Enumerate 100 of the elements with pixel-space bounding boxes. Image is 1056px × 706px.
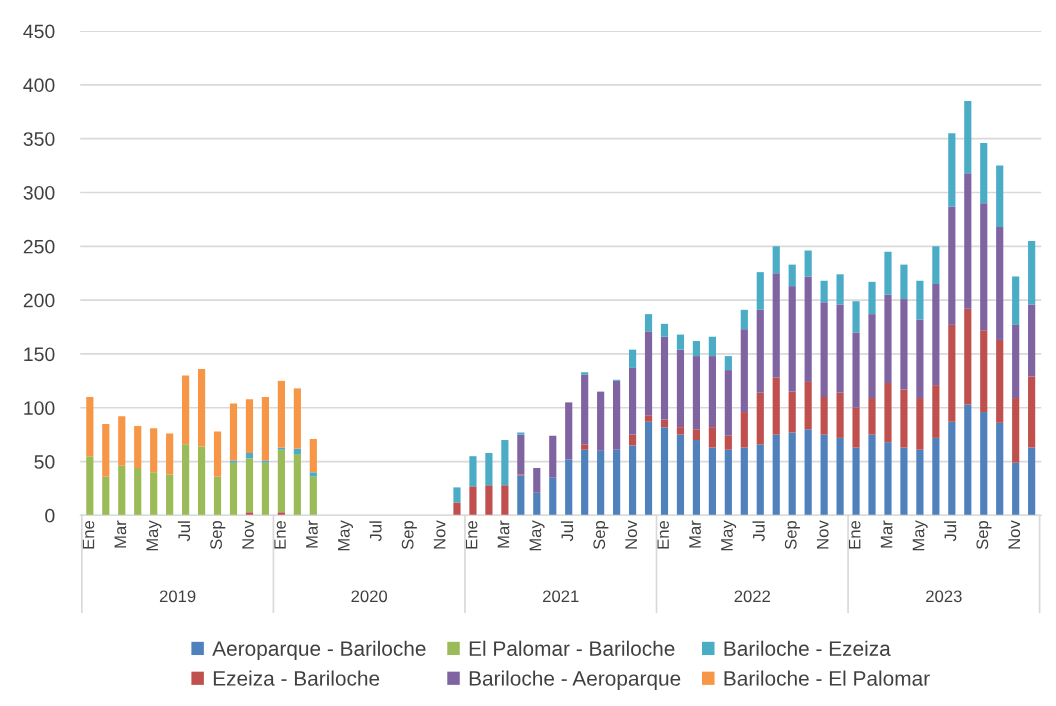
bar — [676, 434, 685, 516]
bar — [102, 423, 110, 477]
bar — [309, 438, 317, 473]
bar — [996, 165, 1004, 227]
x-tick-label: Nov — [433, 520, 446, 549]
bar — [852, 332, 860, 408]
x-tick-label: Nov — [1008, 520, 1021, 549]
bar — [868, 398, 876, 435]
bar — [836, 274, 844, 305]
bar — [868, 434, 876, 516]
bar — [676, 349, 685, 428]
bar — [166, 433, 174, 475]
bar — [932, 283, 940, 386]
y-tick-label: 350 — [23, 132, 55, 146]
x-tick-label: May — [146, 520, 162, 551]
bar — [948, 206, 956, 325]
bar — [740, 412, 748, 448]
bar — [469, 456, 477, 487]
bar — [628, 434, 637, 446]
bar — [884, 442, 892, 516]
x-tick-label: Sep — [401, 520, 417, 550]
bar — [804, 276, 812, 382]
bar — [644, 314, 653, 332]
x-tick-label: Sep — [784, 520, 800, 550]
x-tick-label: May — [529, 520, 545, 551]
bar — [197, 369, 206, 447]
bar — [197, 446, 206, 516]
bar — [1012, 398, 1020, 463]
bar — [293, 388, 301, 449]
bar — [628, 349, 637, 368]
bar — [692, 356, 701, 430]
bar — [644, 415, 653, 422]
bar — [660, 336, 669, 420]
bar — [628, 445, 637, 516]
bar — [134, 426, 142, 469]
bar — [229, 403, 238, 461]
bar — [772, 246, 780, 274]
text: 2022 — [734, 590, 770, 603]
bar — [261, 462, 270, 516]
bar — [597, 391, 605, 451]
legend-label: Bariloche - Ezeiza — [724, 640, 891, 656]
bar — [134, 468, 142, 516]
bar — [485, 485, 493, 516]
bar — [293, 448, 301, 455]
x-tick-label: May — [912, 520, 928, 551]
bar — [309, 472, 317, 477]
x-tick-label: Ene — [274, 520, 286, 549]
bar — [692, 341, 701, 357]
x-tick-label: Nov — [816, 520, 829, 549]
bar — [756, 309, 764, 393]
bar — [277, 447, 285, 450]
bar — [900, 299, 908, 390]
x-tick-label: Jul — [752, 521, 765, 542]
bar — [900, 264, 908, 300]
bar — [884, 251, 892, 295]
bar — [692, 440, 701, 516]
bar — [916, 319, 924, 399]
bar — [1012, 324, 1020, 399]
bar — [166, 474, 174, 516]
bar — [150, 472, 158, 516]
bar — [980, 203, 988, 331]
y-tick-label: 0 — [45, 508, 55, 523]
legend-label: Bariloche - Aeroparque — [469, 670, 681, 690]
legend-label: Bariloche - El Palomar — [724, 670, 930, 686]
bar — [820, 280, 828, 303]
bar — [676, 427, 685, 435]
bar — [613, 449, 621, 516]
bar — [485, 452, 493, 486]
bar — [852, 407, 860, 448]
x-tick-label: Sep — [210, 520, 226, 550]
bar — [1028, 240, 1036, 305]
bar — [245, 452, 254, 459]
bar — [533, 492, 541, 516]
x-tick-label: Nov — [242, 520, 254, 549]
bar — [708, 356, 716, 428]
legend-label: Aeroparque - Bariloche — [212, 640, 426, 661]
bar — [916, 398, 924, 450]
bar — [1012, 276, 1020, 325]
bar — [660, 323, 669, 337]
bar — [182, 375, 190, 445]
x-tick-label: May — [338, 520, 354, 551]
bar — [86, 456, 94, 516]
bar — [660, 419, 669, 428]
bar — [852, 447, 860, 516]
legend-label: Ezeiza - Bariloche — [213, 670, 380, 686]
bar — [102, 476, 110, 516]
bar — [884, 294, 892, 383]
bar — [644, 421, 653, 516]
bar — [820, 396, 828, 435]
y-tick-label: 450 — [23, 24, 55, 39]
bar — [676, 334, 685, 350]
bar — [517, 475, 525, 516]
bar — [533, 468, 541, 493]
bar — [948, 324, 956, 422]
bar — [804, 381, 812, 430]
bar — [964, 101, 972, 174]
bar — [916, 449, 924, 516]
bar — [724, 435, 732, 450]
bar — [293, 454, 301, 516]
x-tick-label: Jul — [177, 521, 191, 542]
